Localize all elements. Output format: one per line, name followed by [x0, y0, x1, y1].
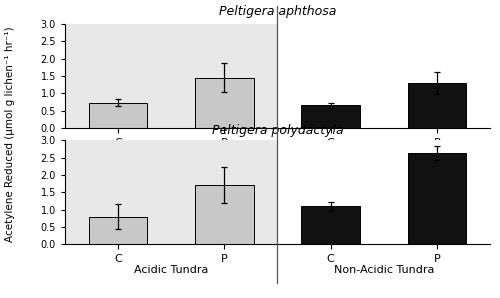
Bar	[408, 83, 466, 128]
Text: Acetylene Reduced (μmol g lichen⁻¹ hr⁻¹): Acetylene Reduced (μmol g lichen⁻¹ hr⁻¹)	[5, 26, 15, 242]
Text: Peltigera aphthosa: Peltigera aphthosa	[219, 5, 336, 18]
X-axis label: Non-Acidic Tundra: Non-Acidic Tundra	[334, 266, 434, 275]
Bar	[195, 185, 254, 244]
Text: Peltigera polydactyla: Peltigera polydactyla	[212, 124, 344, 137]
Bar	[302, 105, 360, 128]
Bar	[302, 206, 360, 244]
Bar	[89, 217, 148, 244]
Bar	[195, 77, 254, 128]
Bar	[89, 103, 148, 128]
X-axis label: Acidic Tundra: Acidic Tundra	[134, 266, 208, 275]
Bar	[408, 153, 466, 244]
